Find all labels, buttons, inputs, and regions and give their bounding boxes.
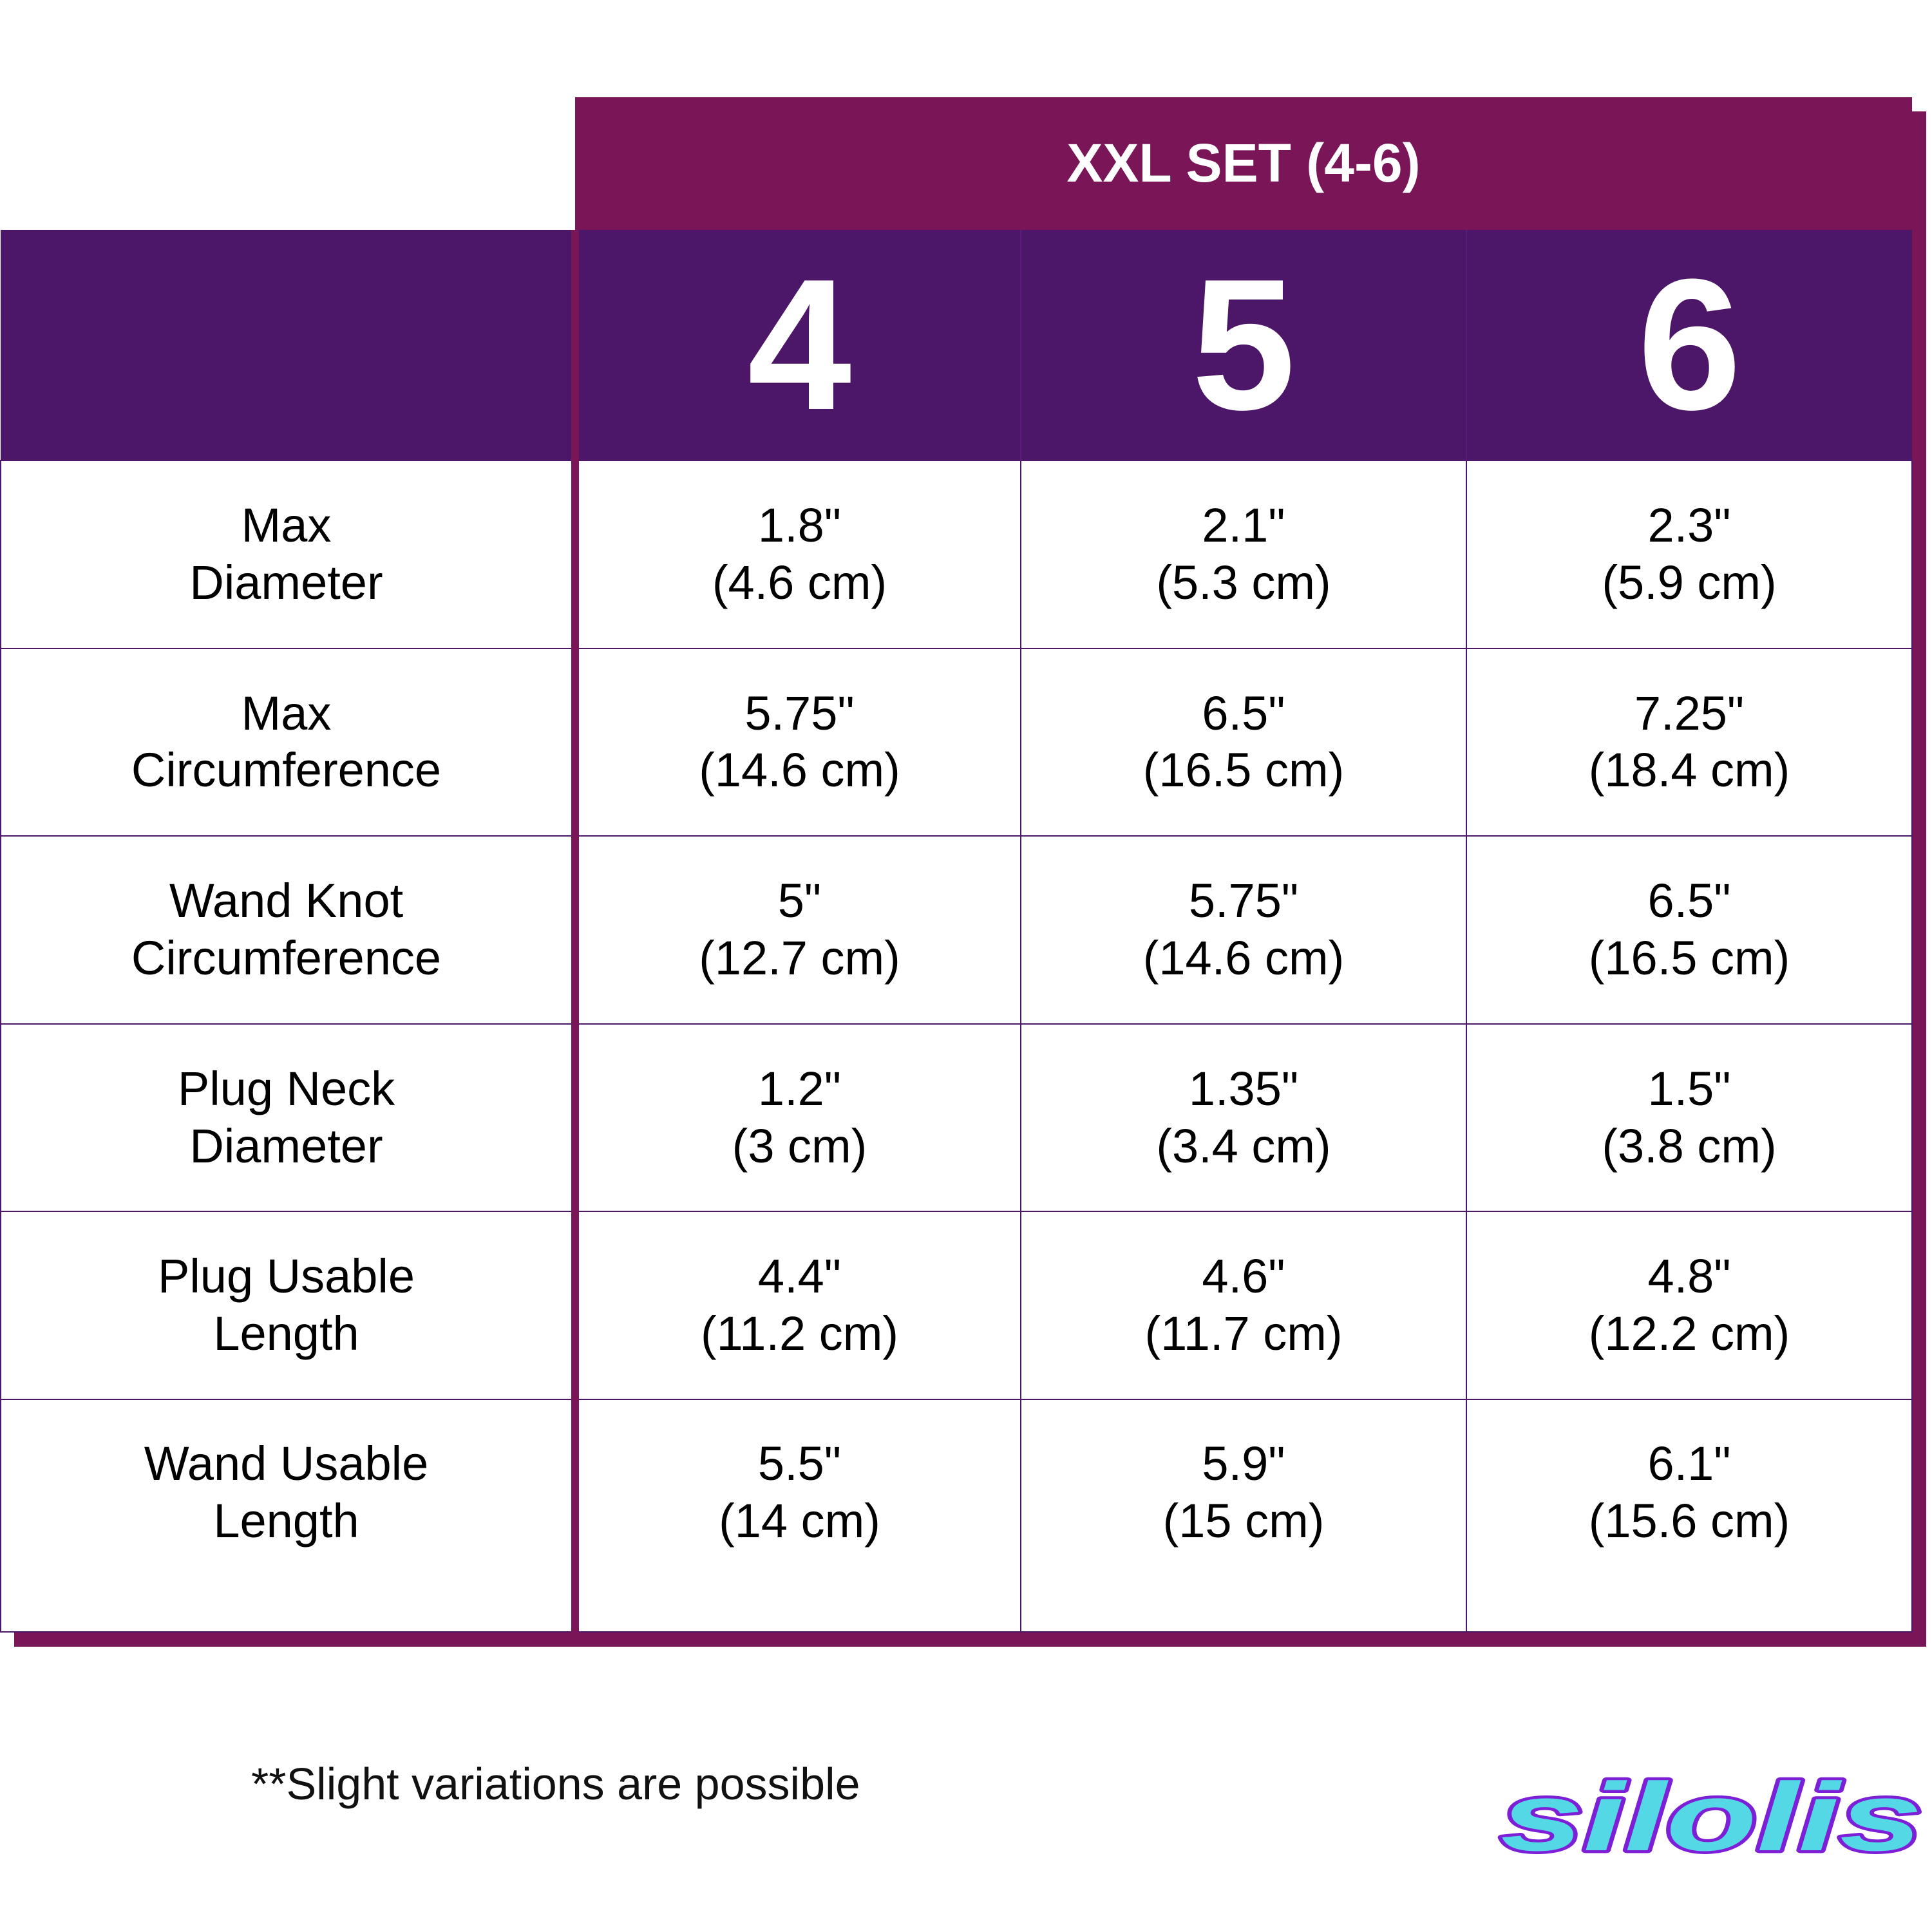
svg-text:silolis: silolis: [1501, 1763, 1922, 1871]
